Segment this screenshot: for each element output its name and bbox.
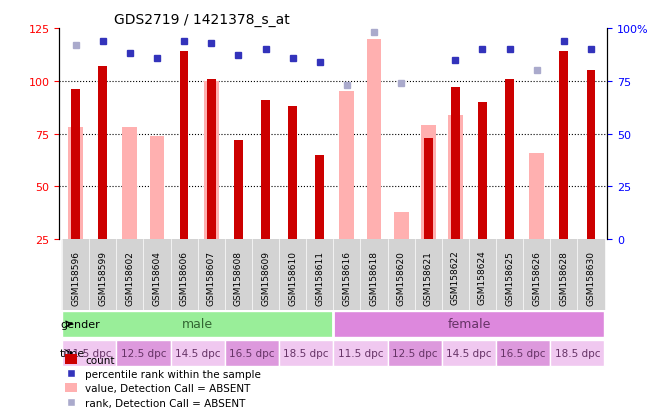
Bar: [252, 240, 279, 310]
Text: gender: gender: [60, 319, 100, 329]
Text: GSM158616: GSM158616: [343, 250, 351, 305]
Bar: [333, 240, 360, 310]
Bar: [496, 240, 523, 310]
Text: GSM158630: GSM158630: [587, 250, 595, 305]
Bar: [451, 88, 459, 240]
Text: GSM158607: GSM158607: [207, 250, 216, 305]
Bar: [578, 240, 605, 310]
Text: GSM158625: GSM158625: [505, 250, 514, 305]
Bar: [442, 340, 496, 366]
Bar: [225, 340, 279, 366]
Bar: [339, 92, 354, 240]
Text: 18.5 dpc: 18.5 dpc: [554, 348, 600, 358]
Bar: [98, 67, 107, 240]
Bar: [123, 128, 137, 240]
Text: 14.5 dpc: 14.5 dpc: [446, 348, 492, 358]
Text: GSM158628: GSM158628: [559, 250, 568, 305]
Text: 14.5 dpc: 14.5 dpc: [175, 348, 220, 358]
Bar: [421, 126, 436, 240]
Bar: [387, 340, 442, 366]
Bar: [62, 311, 333, 337]
Text: male: male: [182, 318, 213, 331]
Bar: [550, 240, 578, 310]
Text: GSM158611: GSM158611: [315, 250, 324, 305]
Bar: [360, 240, 387, 310]
Bar: [424, 138, 432, 240]
Text: time: time: [60, 348, 85, 358]
Bar: [448, 115, 463, 240]
Bar: [387, 240, 414, 310]
Bar: [116, 240, 143, 310]
Bar: [506, 79, 514, 240]
Text: GSM158618: GSM158618: [370, 250, 378, 305]
Text: 11.5 dpc: 11.5 dpc: [67, 348, 112, 358]
Bar: [279, 340, 333, 366]
Bar: [414, 240, 442, 310]
Text: GSM158624: GSM158624: [478, 250, 487, 305]
Bar: [225, 240, 252, 310]
Bar: [261, 100, 270, 240]
Bar: [234, 140, 243, 240]
Bar: [68, 128, 83, 240]
Bar: [198, 240, 225, 310]
Bar: [204, 82, 218, 240]
Text: 18.5 dpc: 18.5 dpc: [283, 348, 329, 358]
Bar: [116, 340, 170, 366]
Bar: [333, 311, 605, 337]
Bar: [478, 102, 487, 240]
Bar: [550, 340, 605, 366]
Bar: [279, 240, 306, 310]
Text: GSM158596: GSM158596: [71, 250, 80, 305]
Text: 16.5 dpc: 16.5 dpc: [229, 348, 275, 358]
Text: GSM158620: GSM158620: [397, 250, 406, 305]
Bar: [207, 79, 216, 240]
Bar: [529, 153, 544, 240]
Text: GSM158604: GSM158604: [152, 250, 162, 305]
Legend: count, percentile rank within the sample, value, Detection Call = ABSENT, rank, : count, percentile rank within the sample…: [65, 354, 261, 408]
Bar: [143, 240, 170, 310]
Bar: [170, 240, 198, 310]
Text: GSM158602: GSM158602: [125, 250, 135, 305]
Text: GSM158609: GSM158609: [261, 250, 270, 305]
Bar: [366, 39, 381, 240]
Bar: [62, 340, 116, 366]
Bar: [469, 240, 496, 310]
Bar: [333, 340, 387, 366]
Bar: [150, 136, 164, 240]
Text: GSM158610: GSM158610: [288, 250, 297, 305]
Text: GSM158606: GSM158606: [180, 250, 189, 305]
Bar: [496, 340, 550, 366]
Text: GSM158626: GSM158626: [532, 250, 541, 305]
Text: 12.5 dpc: 12.5 dpc: [121, 348, 166, 358]
Text: GSM158622: GSM158622: [451, 250, 460, 305]
Text: 11.5 dpc: 11.5 dpc: [338, 348, 383, 358]
Text: GDS2719 / 1421378_s_at: GDS2719 / 1421378_s_at: [114, 12, 290, 26]
Bar: [89, 240, 116, 310]
Bar: [587, 71, 595, 240]
Bar: [560, 52, 568, 240]
Bar: [442, 240, 469, 310]
Bar: [180, 52, 189, 240]
Bar: [288, 107, 297, 240]
Text: 16.5 dpc: 16.5 dpc: [500, 348, 546, 358]
Text: GSM158621: GSM158621: [424, 250, 433, 305]
Text: 12.5 dpc: 12.5 dpc: [392, 348, 438, 358]
Text: GSM158599: GSM158599: [98, 250, 108, 305]
Bar: [306, 240, 333, 310]
Bar: [315, 155, 324, 240]
Bar: [71, 90, 80, 240]
Bar: [393, 212, 409, 240]
Bar: [62, 240, 89, 310]
Bar: [170, 340, 225, 366]
Text: female: female: [447, 318, 490, 331]
Bar: [523, 240, 550, 310]
Text: GSM158608: GSM158608: [234, 250, 243, 305]
